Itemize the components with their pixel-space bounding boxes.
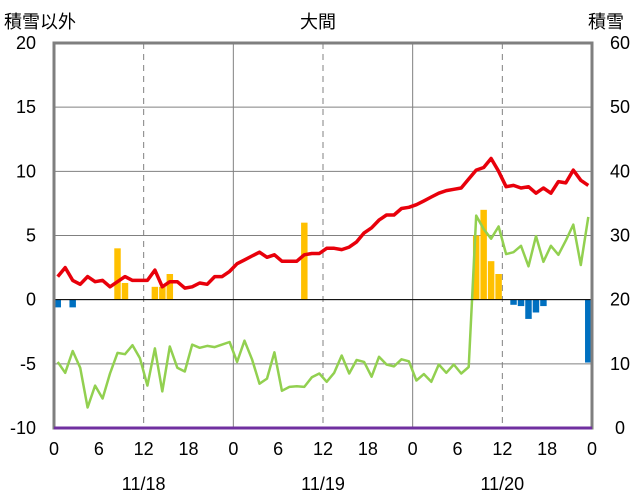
y-axis-right-label: 積雪 [588, 12, 624, 32]
negative-bar [540, 299, 547, 307]
date-label: 11/18 [122, 474, 166, 494]
y-tick-left: 0 [26, 290, 36, 310]
precip-bar [480, 209, 487, 300]
x-tick: 18 [537, 439, 557, 459]
precip-bar [472, 235, 480, 300]
x-tick: 12 [492, 439, 512, 459]
precip-bar [151, 286, 159, 300]
date-label: 11/19 [301, 474, 345, 494]
y-tick-right: 60 [610, 33, 630, 53]
negative-bar [525, 299, 532, 319]
y-axis-right-ticks: 60 50 40 30 20 10 0 [610, 33, 630, 438]
snow-depth-line [56, 214, 590, 409]
x-tick: 0 [587, 439, 597, 459]
x-tick: 18 [178, 439, 198, 459]
precip-bar [159, 286, 166, 300]
precip-bar [114, 248, 121, 300]
negative-bar [532, 299, 540, 313]
negative-bar [517, 299, 525, 307]
y-tick-right: 0 [615, 418, 625, 438]
negative-bar [54, 299, 61, 308]
y-tick-left: 20 [16, 33, 36, 53]
x-tick: 18 [358, 439, 378, 459]
x-tick: 6 [273, 439, 283, 459]
y-tick-right: 40 [610, 161, 630, 181]
precip-bar [301, 222, 308, 300]
line-series [56, 156, 590, 409]
x-tick: 0 [408, 439, 418, 459]
y-tick-right: 50 [610, 97, 630, 117]
precip-bar [121, 282, 129, 300]
negative-bar [510, 299, 517, 305]
y-tick-left: -5 [20, 354, 36, 374]
x-tick: 6 [452, 439, 462, 459]
x-tick: 0 [49, 439, 59, 459]
negative-bar [585, 299, 592, 363]
y-axis-left-ticks: 20 15 10 5 0 -5 -10 [10, 33, 36, 438]
x-tick: 12 [134, 439, 154, 459]
x-axis-ticks: 0 6 12 18 0 6 12 18 0 6 12 18 0 [49, 439, 597, 459]
negative-bar [69, 299, 76, 308]
chart-title: 大間 [300, 12, 336, 32]
precip-bar [487, 261, 495, 300]
y-tick-left: -10 [10, 418, 36, 438]
y-tick-right: 20 [610, 290, 630, 310]
date-labels: 11/18 11/19 11/20 [122, 474, 524, 494]
x-tick: 12 [313, 439, 333, 459]
y-tick-left: 5 [26, 226, 36, 246]
y-tick-left: 15 [16, 97, 36, 117]
precip-bar [495, 274, 502, 300]
date-label: 11/20 [480, 474, 524, 494]
y-axis-left-label: 積雪以外 [4, 12, 76, 32]
bar-series [54, 209, 592, 363]
plot-frame [52, 41, 594, 430]
x-tick: 0 [228, 439, 238, 459]
grid [54, 43, 592, 428]
temperature-line [56, 156, 590, 290]
precip-bar [166, 274, 174, 300]
y-tick-right: 30 [610, 226, 630, 246]
x-tick: 6 [94, 439, 104, 459]
y-tick-right: 10 [610, 354, 630, 374]
y-tick-left: 10 [16, 161, 36, 181]
